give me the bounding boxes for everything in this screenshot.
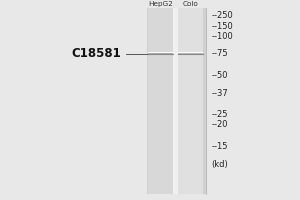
Bar	[173, 8, 181, 194]
Text: (kd): (kd)	[212, 160, 228, 169]
Text: --15: --15	[212, 142, 228, 151]
Text: --20: --20	[212, 120, 228, 129]
Bar	[147, 8, 206, 194]
Text: --37: --37	[212, 89, 228, 98]
Text: HepG2: HepG2	[148, 1, 173, 7]
Text: --250: --250	[212, 11, 233, 20]
Text: C18581: C18581	[71, 47, 121, 60]
Text: --50: --50	[212, 71, 228, 80]
Text: Colo: Colo	[183, 1, 198, 7]
Bar	[148, 8, 173, 194]
Bar	[178, 8, 203, 194]
Text: --75: --75	[212, 49, 228, 58]
Text: --150: --150	[212, 22, 233, 31]
Text: --25: --25	[212, 110, 228, 119]
Text: --100: --100	[212, 32, 233, 41]
